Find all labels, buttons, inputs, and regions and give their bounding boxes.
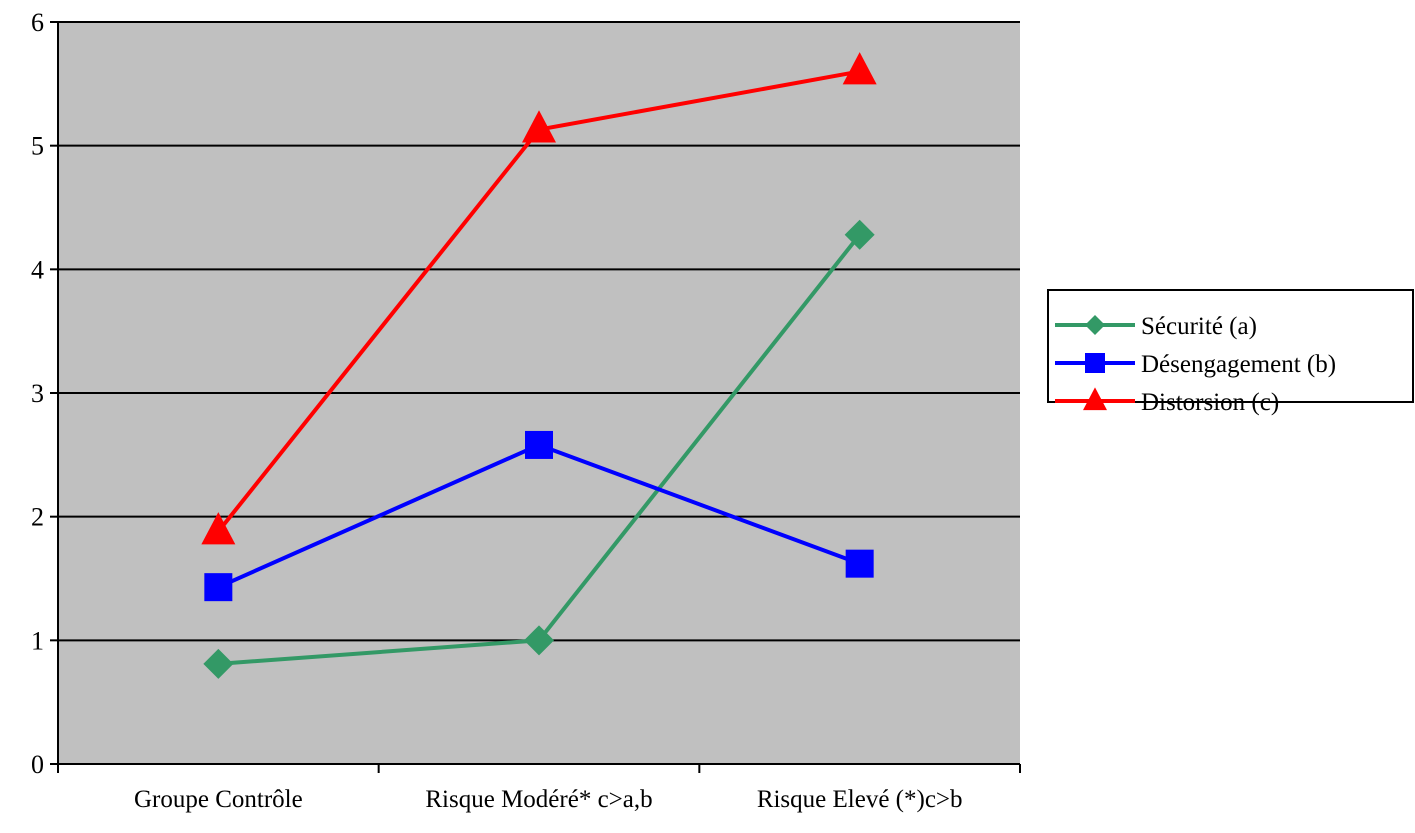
series-triangle [201, 52, 877, 545]
legend-label: Distorsion (c) [1141, 389, 1279, 416]
y-tick-label: 2 [31, 503, 44, 532]
legend-label: Sécurité (a) [1141, 313, 1257, 340]
legend: Sécurité (a) Désengagement (b) Distorsion … [1047, 289, 1414, 416]
axes: 0 1 2 3 4 5 6 Groupe Contrôle Risque Modéré* c>a… [31, 8, 1021, 813]
x-tick-label: Risque Modéré* c>a,b [425, 786, 652, 813]
data-point [844, 219, 875, 250]
series-diamond [203, 219, 875, 679]
series-square [204, 430, 874, 602]
legend-marker [1083, 387, 1107, 411]
data-point [522, 110, 556, 143]
legend-marker [1085, 315, 1105, 335]
y-tick-label: 5 [31, 132, 44, 161]
data-point [842, 52, 877, 85]
data-point [845, 549, 874, 578]
y-tick-label: 0 [31, 750, 44, 779]
y-tick-label: 1 [31, 626, 44, 655]
data-point [203, 648, 234, 679]
data-point [525, 430, 553, 459]
data-point [524, 625, 554, 656]
x-tick-label: Risque Elevé (*)c>b [757, 786, 963, 813]
series-layer [201, 52, 877, 679]
legend-marker [1085, 353, 1105, 373]
x-tick-label: Groupe Contrôle [134, 786, 303, 813]
y-tick-label: 6 [31, 8, 44, 37]
data-point [201, 512, 236, 545]
legend-label: Désengagement (b) [1141, 351, 1336, 378]
y-tick-label: 3 [31, 379, 44, 408]
legend-box [1047, 289, 1414, 403]
y-tick-label: 4 [31, 255, 44, 284]
data-point [204, 573, 233, 602]
